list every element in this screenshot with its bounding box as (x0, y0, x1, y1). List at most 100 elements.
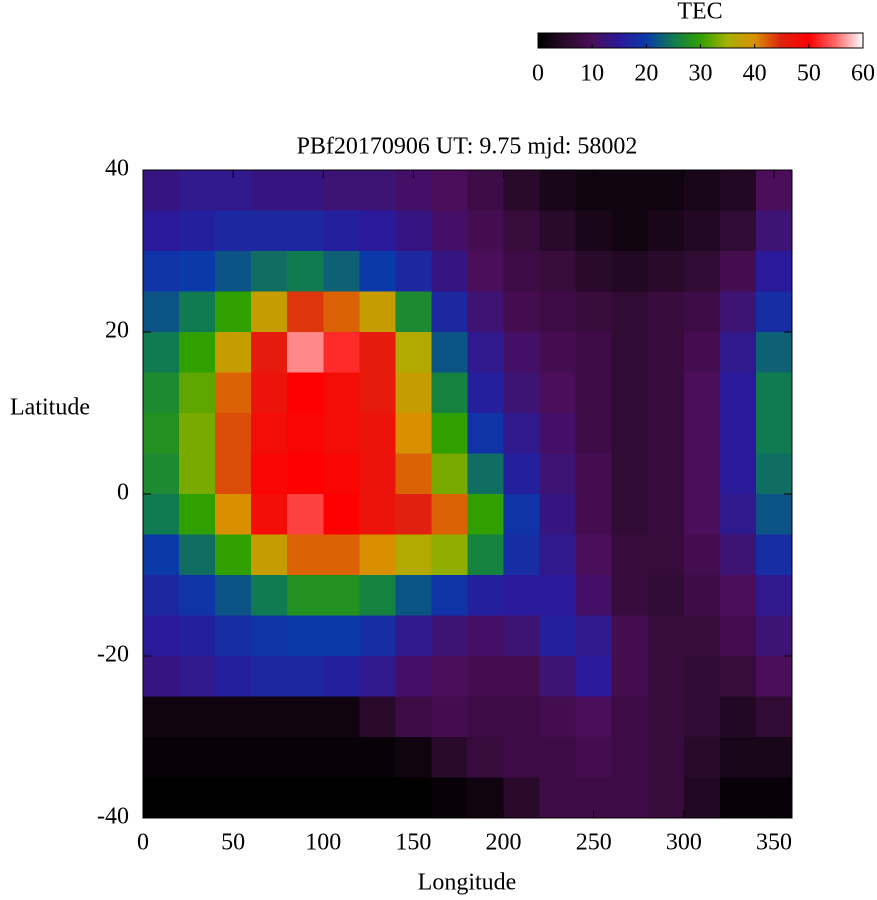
heatmap-cell (539, 372, 577, 414)
heatmap-cell (683, 332, 721, 373)
heatmap-cell (719, 372, 757, 414)
heatmap-cell (251, 372, 288, 414)
heatmap-cell (683, 413, 721, 454)
heatmap-cell (287, 696, 324, 738)
heatmap-cell (431, 696, 468, 738)
heatmap-cell (467, 615, 505, 657)
heatmap-cell (719, 737, 757, 778)
x-tick-label: 250 (576, 830, 612, 856)
heatmap-cell (683, 372, 721, 414)
heatmap-cell (431, 615, 468, 657)
heatmap-cell (323, 291, 360, 333)
heatmap-cell (719, 696, 757, 738)
heatmap-cell (359, 413, 396, 454)
heatmap-cell (467, 656, 505, 697)
heatmap-cell (575, 494, 613, 535)
heatmap-cell (287, 372, 324, 414)
heatmap-cell (719, 170, 757, 211)
heatmap-cell (683, 291, 721, 333)
y-tick-label: 20 (105, 318, 129, 344)
heatmap-cell (215, 534, 252, 576)
heatmap-cell (179, 332, 216, 373)
heatmap-cell (647, 413, 685, 454)
heatmap-cell (503, 615, 541, 657)
heatmap-cell (683, 777, 721, 819)
heatmap-cell (395, 251, 432, 292)
heatmap-cell (611, 170, 649, 211)
heatmap-cell (179, 251, 216, 292)
heatmap-cell (467, 737, 505, 778)
heatmap-cell (503, 777, 541, 819)
heatmap-cell (755, 413, 793, 454)
heatmap-cell (287, 615, 324, 657)
heatmap-cell (539, 170, 577, 211)
heatmap-cell (287, 737, 324, 778)
heatmap-cell (395, 696, 432, 738)
heatmap-cell (503, 575, 541, 616)
heatmap-cell (287, 413, 324, 454)
heatmap-cell (431, 575, 468, 616)
colorbar-tick-label: 40 (743, 61, 767, 87)
heatmap-cell (143, 696, 180, 738)
heatmap-cell (359, 494, 396, 535)
heatmap-cell (467, 696, 505, 738)
heatmap-cell (143, 251, 180, 292)
heatmap-cell (143, 534, 180, 576)
heatmap-cell (431, 291, 468, 333)
heatmap-cell (323, 372, 360, 414)
heatmap-cell (647, 656, 685, 697)
heatmap-cell (431, 332, 468, 373)
heatmap-cell (467, 494, 505, 535)
heatmap-cell (683, 656, 721, 697)
heatmap-cell (359, 332, 396, 373)
heatmap-cell (215, 453, 252, 495)
heatmap-cell (323, 737, 360, 778)
heatmap-cell (359, 777, 396, 819)
heatmap-cell (251, 696, 288, 738)
heatmap-cell (323, 332, 360, 373)
heatmap-cell (323, 534, 360, 576)
heatmap-cell (755, 494, 793, 535)
heatmap-cell (755, 372, 793, 414)
x-tick-label: 100 (305, 830, 341, 856)
heatmap-cell (395, 332, 432, 373)
heatmap-cell (179, 494, 216, 535)
heatmap-cell (647, 615, 685, 657)
heatmap-cell (539, 615, 577, 657)
heatmap-cell (323, 413, 360, 454)
heatmap-cell (683, 170, 721, 211)
heatmap-cell (359, 534, 396, 576)
heatmap-cell (683, 251, 721, 292)
heatmap-cell (287, 291, 324, 333)
heatmap-cell (683, 696, 721, 738)
heatmap-cell (179, 575, 216, 616)
heatmap-cell (611, 251, 649, 292)
heatmap-cell (719, 210, 757, 252)
heatmap-cell (359, 615, 396, 657)
heatmap-cell (611, 615, 649, 657)
heatmap-cell (683, 534, 721, 576)
heatmap-cell (287, 332, 324, 373)
heatmap-cell (683, 210, 721, 252)
heatmap-cell (395, 575, 432, 616)
colorbar-label: TEC (677, 0, 722, 25)
x-tick-label: 300 (666, 830, 702, 856)
heatmap-cell (251, 251, 288, 292)
heatmap-cell (467, 251, 505, 292)
heatmap-cell (611, 413, 649, 454)
heatmap-cell (503, 696, 541, 738)
heatmap-cell (431, 494, 468, 535)
heatmap-cell (503, 534, 541, 576)
heatmap-cell (611, 777, 649, 819)
heatmap-cell (179, 777, 216, 819)
heatmap-cell (431, 251, 468, 292)
heatmap-cell (647, 170, 685, 211)
heatmap-cell (215, 413, 252, 454)
heatmap-cell (287, 494, 324, 535)
heatmap-cell (215, 615, 252, 657)
heatmap-cell (719, 413, 757, 454)
heatmap-cell (431, 534, 468, 576)
heatmap-cell (323, 494, 360, 535)
heatmap-cell (215, 696, 252, 738)
